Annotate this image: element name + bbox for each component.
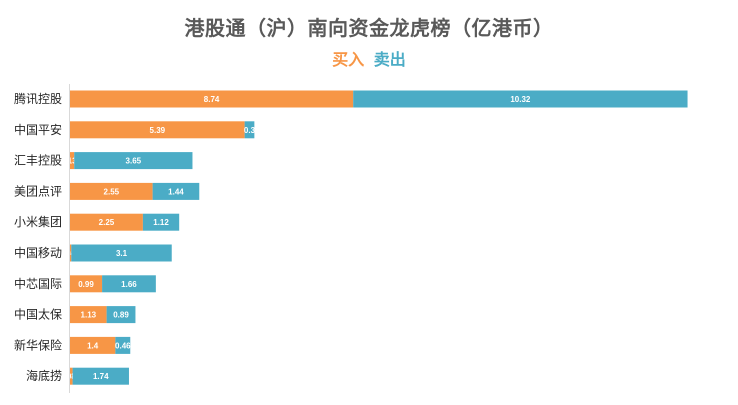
bar-buy xyxy=(70,152,75,170)
category-label: 汇丰控股 xyxy=(14,154,62,168)
category-label: 小米集团 xyxy=(14,214,62,229)
data-label-buy: 8.74 xyxy=(204,95,220,104)
bar-buy xyxy=(70,213,143,231)
data-label-buy: 04 xyxy=(66,249,75,258)
data-label-buy: 1.4 xyxy=(87,341,99,350)
bar-sell xyxy=(102,275,156,293)
data-label-sell: 0.89 xyxy=(113,311,129,320)
data-label-sell: 3.1 xyxy=(116,249,128,258)
bar-sell xyxy=(74,152,193,170)
data-label-buy: 2.25 xyxy=(99,218,115,227)
category-label: 中芯国际 xyxy=(14,276,62,291)
bar-sell xyxy=(115,336,131,354)
category-label: 中国移动 xyxy=(14,245,62,260)
bar-buy xyxy=(70,336,116,354)
data-label-buy: 2.55 xyxy=(104,187,120,196)
category-label: 海底捞 xyxy=(26,368,62,383)
data-label-sell: 0.46 xyxy=(115,341,131,350)
bar-buy xyxy=(70,121,245,139)
data-label-buy: 13 xyxy=(68,157,77,166)
bar-buy xyxy=(70,182,153,200)
legend: 买入 卖出 xyxy=(0,46,738,70)
data-label-buy: 1.13 xyxy=(81,311,97,320)
category-label: 美团点评 xyxy=(14,184,62,198)
data-label-sell: 1.44 xyxy=(168,187,184,196)
bar-buy xyxy=(70,90,354,108)
legend-item-buy: 买入 xyxy=(332,50,365,69)
bar-buy xyxy=(70,306,107,324)
data-label-sell: 1.74 xyxy=(93,372,109,381)
bar-sell xyxy=(244,121,255,139)
bar-buy xyxy=(70,367,73,385)
chart-title: 港股通（沪）南向资金龙虎榜（亿港币） xyxy=(184,16,554,40)
category-label: 中国平安 xyxy=(14,122,62,137)
bar-sell xyxy=(71,244,172,262)
data-label-sell: 1.12 xyxy=(153,218,169,227)
data-label-buy: 0.99 xyxy=(78,280,94,289)
bar-sell xyxy=(106,306,136,324)
category-label: 中国太保 xyxy=(14,307,62,322)
bar-buy xyxy=(70,244,72,262)
bar-buy xyxy=(70,275,103,293)
category-label: 腾讯控股 xyxy=(14,91,62,106)
legend-item-sell: 卖出 xyxy=(373,50,406,69)
bar-sell xyxy=(152,182,200,200)
data-label-sell: 1.66 xyxy=(121,280,137,289)
bars-layer: 8.74 10.32 5.39 0.3 13 3.65 2.55 1.44 2.25 1.12 04… xyxy=(66,90,688,385)
data-label-sell: 3.65 xyxy=(126,157,142,166)
bar-sell xyxy=(142,213,180,231)
data-label-buy: 5.39 xyxy=(150,126,166,135)
data-label-sell: 0.3 xyxy=(244,126,256,135)
bar-sell xyxy=(72,367,129,385)
data-label-sell: 10.32 xyxy=(510,95,531,104)
category-label: 新华保险 xyxy=(14,337,62,352)
data-label-buy: 08 xyxy=(67,372,76,381)
bar-sell xyxy=(353,90,688,108)
